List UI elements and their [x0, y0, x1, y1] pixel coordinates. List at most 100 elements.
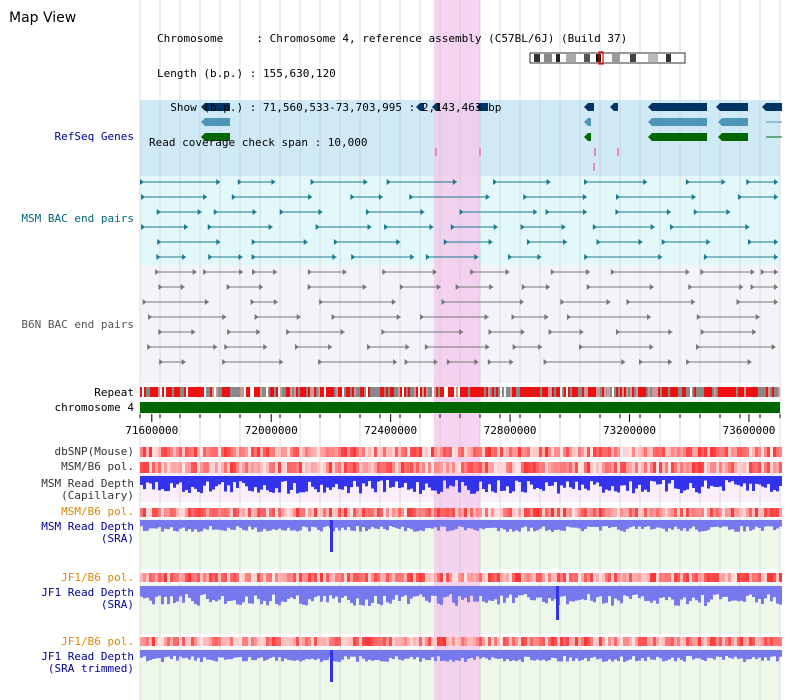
depth-bar: [434, 476, 437, 491]
track-label-refseq[interactable]: RefSeq Genes: [54, 130, 134, 143]
track-label-dbsnp[interactable]: dbSNP(Mouse): [54, 445, 134, 458]
depth-bar: [761, 650, 764, 661]
depth-bar: [359, 520, 362, 532]
heat-cell: [446, 637, 449, 646]
heat-cell: [287, 447, 290, 457]
repeat-segment: [356, 387, 358, 397]
track-label-msm-depth-capillary[interactable]: MSM Read Depth: [41, 477, 134, 490]
heat-cell: [308, 462, 311, 473]
depth-bar: [572, 586, 575, 602]
bac-end-mark: [688, 284, 693, 290]
depth-bar: [467, 650, 470, 659]
depth-bar: [272, 520, 275, 530]
heat-cell: [647, 637, 650, 646]
depth-bar: [545, 520, 548, 531]
heat-cell: [710, 637, 713, 646]
repeat-segment: [542, 387, 544, 397]
heat-cell: [416, 508, 419, 517]
repeat-segment: [634, 387, 636, 397]
heat-cell: [494, 508, 497, 517]
heat-cell: [353, 573, 356, 582]
track-label-msm-pol-1[interactable]: MSM/B6 pol.: [61, 460, 134, 473]
depth-bar: [758, 520, 761, 528]
bac-end-mark: [382, 269, 387, 275]
repeat-segment: [668, 387, 670, 397]
heat-cell: [539, 637, 542, 646]
bac-end-mark: [583, 209, 588, 215]
repeat-segment: [274, 387, 276, 397]
depth-bar: [278, 476, 281, 493]
gene-exon: [436, 103, 440, 111]
repeat-segment: [494, 387, 496, 397]
heat-cell: [539, 462, 542, 473]
repeat-segment: [744, 387, 746, 397]
heat-cell: [545, 447, 548, 457]
depth-bar: [503, 586, 506, 603]
heat-cell: [221, 508, 224, 517]
bac-end-mark: [331, 314, 336, 320]
depth-bar: [497, 520, 500, 532]
track-label-msm-depth-sra[interactable]: MSM Read Depth: [41, 520, 134, 533]
heat-cell: [461, 508, 464, 517]
repeat-segment: [194, 387, 196, 397]
bac-end-mark: [156, 209, 161, 215]
depth-bar: [164, 650, 167, 658]
heat-cell: [308, 508, 311, 517]
depth-bar: [671, 476, 674, 481]
depth-bar: [308, 476, 311, 482]
heat-cell: [656, 637, 659, 646]
heat-cell: [251, 508, 254, 517]
span-line: Read coverage check span : 10,000: [149, 135, 368, 149]
heat-cell: [383, 462, 386, 473]
heat-cell: [335, 508, 338, 517]
depth-bar: [209, 520, 212, 527]
depth-bar: [419, 520, 422, 531]
heat-cell: [194, 573, 197, 582]
depth-bar: [305, 586, 308, 606]
repeat-segment: [614, 387, 616, 397]
track-label-msm-pol-2[interactable]: MSM/B6 pol.: [61, 505, 134, 518]
repeat-segment: [752, 387, 754, 397]
track-label-b6n-bac[interactable]: B6N BAC end pairs: [21, 318, 134, 331]
repeat-segment: [252, 387, 254, 397]
heat-cell: [212, 508, 215, 517]
heat-cell: [386, 573, 389, 582]
heat-cell: [425, 637, 428, 646]
heat-cell: [233, 573, 236, 582]
heat-cell: [338, 508, 341, 517]
heat-cell: [419, 637, 422, 646]
track-label-jf1-pol-1[interactable]: JF1/B6 pol.: [61, 571, 134, 584]
depth-bar: [566, 520, 569, 527]
heat-cell: [302, 508, 305, 517]
heat-cell: [599, 508, 602, 517]
heat-cell: [368, 573, 371, 582]
track-label-jf1-depth-trimmed[interactable]: JF1 Read Depth: [41, 650, 134, 663]
depth-bar: [677, 586, 680, 606]
heat-cell: [155, 462, 158, 473]
heat-cell: [365, 508, 368, 517]
depth-bar: [317, 650, 320, 659]
depth-bar: [779, 520, 782, 527]
track-label-msm-bac[interactable]: MSM BAC end pairs: [21, 212, 134, 225]
depth-bar: [455, 520, 458, 529]
track-label-jf1-pol-2[interactable]: JF1/B6 pol.: [61, 635, 134, 648]
gene-exon: [652, 103, 707, 111]
track-label-repeat[interactable]: Repeat: [94, 386, 134, 399]
repeat-segment: [380, 387, 382, 397]
heat-cell: [404, 447, 407, 457]
depth-bar: [410, 476, 413, 489]
bac-end-mark: [216, 239, 221, 245]
repeat-segment: [164, 387, 166, 397]
track-label-jf1-depth-sra[interactable]: JF1 Read Depth: [41, 586, 134, 599]
heat-cell: [395, 573, 398, 582]
heat-cell: [614, 462, 617, 473]
depth-bar: [608, 586, 611, 597]
depth-bar: [266, 586, 269, 606]
depth-bar: [770, 650, 773, 657]
bac-end-mark: [752, 329, 757, 335]
repeat-segment: [214, 387, 216, 397]
track-label-chromosome[interactable]: chromosome 4: [54, 401, 134, 414]
gene-exon: [420, 103, 424, 111]
heat-cell: [161, 462, 164, 473]
